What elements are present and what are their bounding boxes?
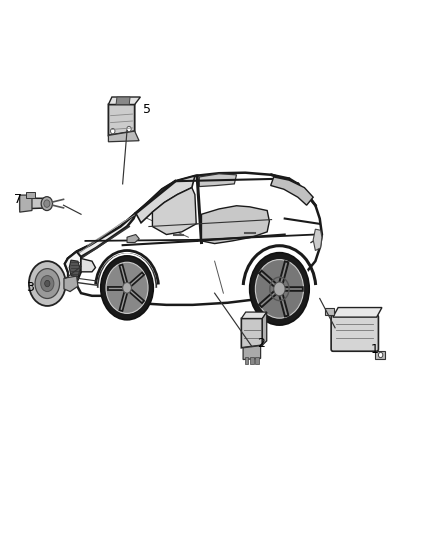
Polygon shape: [262, 312, 267, 345]
FancyBboxPatch shape: [331, 315, 378, 351]
Polygon shape: [136, 176, 195, 223]
Circle shape: [29, 261, 66, 306]
Circle shape: [44, 200, 50, 207]
Circle shape: [274, 282, 285, 296]
Bar: [325, 308, 334, 315]
Circle shape: [35, 269, 60, 298]
Circle shape: [106, 262, 148, 313]
Bar: [250, 357, 254, 364]
Bar: [375, 351, 385, 359]
Polygon shape: [241, 312, 267, 318]
Wedge shape: [247, 250, 311, 289]
Circle shape: [255, 260, 304, 318]
Circle shape: [250, 253, 309, 325]
Text: 5: 5: [143, 103, 151, 116]
Circle shape: [41, 197, 53, 211]
Polygon shape: [333, 308, 382, 317]
Text: 7: 7: [14, 193, 21, 206]
Polygon shape: [65, 173, 322, 305]
Circle shape: [45, 280, 50, 287]
Polygon shape: [68, 213, 136, 269]
Bar: [255, 357, 259, 364]
Bar: [245, 357, 248, 364]
Polygon shape: [201, 206, 269, 244]
Circle shape: [101, 256, 153, 320]
Polygon shape: [116, 97, 130, 104]
Polygon shape: [81, 259, 95, 272]
Polygon shape: [243, 346, 261, 360]
Polygon shape: [199, 174, 237, 187]
Circle shape: [378, 352, 383, 358]
Bar: [26, 192, 35, 198]
Polygon shape: [109, 131, 139, 142]
Polygon shape: [313, 229, 322, 251]
Text: 3: 3: [26, 281, 34, 294]
Polygon shape: [20, 198, 49, 209]
Circle shape: [41, 276, 54, 292]
Circle shape: [110, 128, 115, 134]
Circle shape: [127, 126, 131, 132]
Polygon shape: [241, 318, 262, 348]
Polygon shape: [65, 252, 81, 285]
Polygon shape: [20, 195, 32, 212]
Polygon shape: [271, 177, 313, 205]
Polygon shape: [109, 97, 140, 104]
Polygon shape: [69, 260, 80, 277]
Circle shape: [123, 282, 131, 293]
Text: 2: 2: [257, 337, 265, 350]
Text: 1: 1: [371, 343, 378, 356]
Wedge shape: [99, 253, 155, 288]
Polygon shape: [127, 235, 139, 243]
Polygon shape: [64, 276, 78, 292]
Polygon shape: [109, 104, 135, 135]
Polygon shape: [152, 188, 196, 235]
